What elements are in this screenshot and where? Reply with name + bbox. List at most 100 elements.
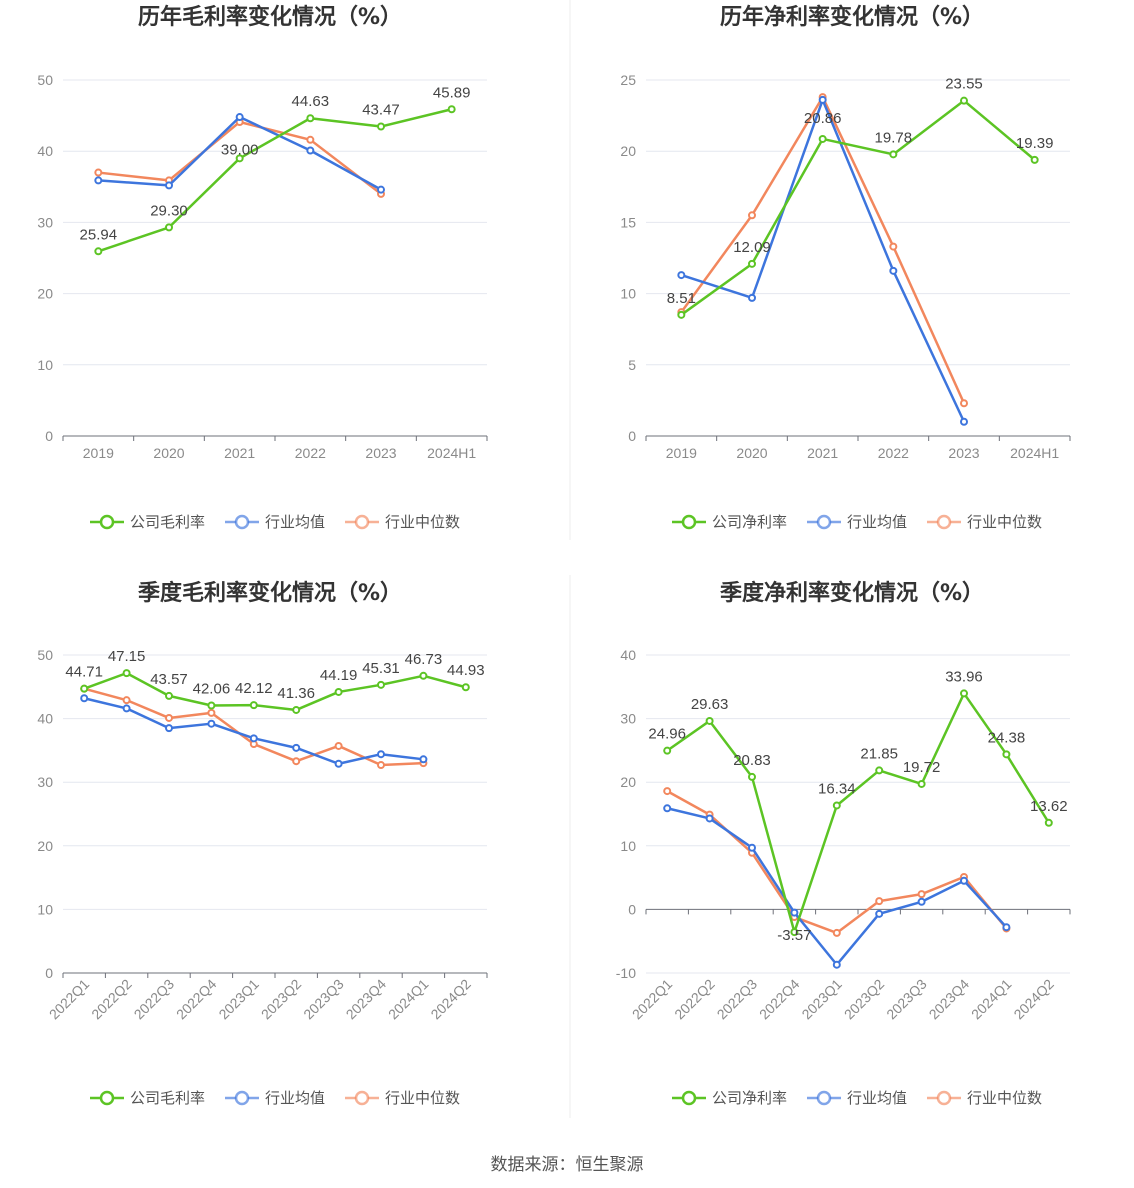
data-point-0[interactable] [94,247,103,256]
data-point-2[interactable] [334,741,343,750]
data-point-1[interactable] [677,271,686,280]
data-point-0[interactable] [207,701,216,710]
data-point-0[interactable] [165,691,173,700]
data-point-1[interactable] [235,113,244,122]
x-tick-label: 2022 [295,445,326,461]
data-label: 29.30 [150,202,188,219]
data-point-2[interactable] [663,787,672,796]
data-point-0[interactable] [165,223,173,232]
data-point-1[interactable] [790,908,799,917]
data-point-1[interactable] [292,743,301,752]
data-point-2[interactable] [748,211,756,220]
data-label: 21.85 [860,745,898,762]
data-point-1[interactable] [377,185,385,194]
data-point-2[interactable] [917,890,926,899]
data-point-1[interactable] [832,960,841,969]
legend-label: 行业均值 [265,1090,325,1107]
data-point-1[interactable] [1002,923,1011,932]
series-line-1 [680,98,966,423]
legend-item-0[interactable]: 公司净利率 [672,1090,787,1107]
data-point-1[interactable] [207,719,216,728]
data-point-1[interactable] [875,909,884,918]
series-line-0 [83,671,467,712]
data-point-0[interactable] [875,766,884,775]
data-point-1[interactable] [748,843,756,852]
data-point-2[interactable] [832,928,841,937]
legend-item-2[interactable]: 行业中位数 [927,1090,1042,1107]
data-point-0[interactable] [1030,155,1039,164]
data-point-0[interactable] [249,701,258,710]
data-point-1[interactable] [94,176,103,185]
legend-item-1[interactable]: 行业均值 [225,1090,325,1107]
data-point-2[interactable] [960,399,968,408]
data-point-1[interactable] [306,146,315,155]
data-point-2[interactable] [207,708,216,717]
data-point-0[interactable] [334,687,343,696]
data-point-1[interactable] [748,293,756,302]
data-point-0[interactable] [292,705,301,714]
data-point-1[interactable] [818,95,827,104]
data-point-0[interactable] [306,114,315,123]
y-tick-label: -10 [616,965,636,981]
data-point-2[interactable] [889,242,898,251]
x-tick-label: 2020 [736,445,767,461]
data-point-1[interactable] [80,694,89,703]
legend-item-0[interactable]: 公司毛利率 [90,514,205,531]
data-point-0[interactable] [818,134,827,143]
data-point-0[interactable] [80,684,89,693]
data-point-1[interactable] [960,876,968,885]
data-point-0[interactable] [1044,818,1053,827]
data-point-0[interactable] [1002,750,1011,759]
legend-item-1[interactable]: 行业均值 [807,1090,907,1107]
x-tick-label: 2022Q1 [629,976,676,1023]
data-point-1[interactable] [917,897,926,906]
data-point-0[interactable] [122,669,131,678]
data-point-1[interactable] [334,759,343,768]
data-point-1[interactable] [960,417,968,426]
data-point-2[interactable] [377,761,385,770]
data-point-2[interactable] [292,757,301,766]
data-point-0[interactable] [677,310,686,319]
legend-item-1[interactable]: 行业均值 [225,514,325,531]
data-point-2[interactable] [306,135,315,144]
data-point-0[interactable] [832,801,841,810]
legend-item-1[interactable]: 行业均值 [807,514,907,531]
data-point-0[interactable] [663,746,672,755]
y-tick-label: 10 [37,901,53,917]
data-point-0[interactable] [705,716,714,725]
data-point-0[interactable] [377,122,385,131]
data-point-1[interactable] [165,181,173,190]
data-point-1[interactable] [165,724,173,733]
legend-item-2[interactable]: 行业中位数 [345,1090,460,1107]
data-point-0[interactable] [377,680,385,689]
data-point-1[interactable] [705,814,714,823]
data-point-1[interactable] [889,266,898,275]
data-point-1[interactable] [249,734,258,743]
legend-item-0[interactable]: 公司净利率 [672,514,787,531]
legend-item-2[interactable]: 行业中位数 [345,514,460,531]
legend-item-0[interactable]: 公司毛利率 [90,1090,205,1107]
data-point-2[interactable] [165,713,173,722]
x-tick-label: 2023Q1 [798,976,845,1023]
data-point-1[interactable] [377,750,385,759]
data-point-1[interactable] [122,704,131,713]
data-point-0[interactable] [889,150,898,159]
data-point-2[interactable] [875,897,884,906]
legend-item-2[interactable]: 行业中位数 [927,514,1042,531]
data-point-2[interactable] [122,696,131,705]
data-point-0[interactable] [447,105,456,114]
data-point-0[interactable] [790,928,799,937]
data-point-0[interactable] [960,96,968,105]
data-point-0[interactable] [419,671,428,680]
data-point-2[interactable] [94,168,103,177]
data-point-0[interactable] [461,683,470,692]
data-point-1[interactable] [663,804,672,813]
data-point-1[interactable] [419,755,428,764]
data-point-0[interactable] [748,772,756,781]
data-point-0[interactable] [960,689,968,698]
data-point-0[interactable] [748,259,756,268]
data-label: -3.57 [777,927,811,944]
data-point-0[interactable] [235,154,244,163]
data-source-note: 数据来源：恒生聚源 [490,1155,644,1174]
data-point-0[interactable] [917,779,926,788]
